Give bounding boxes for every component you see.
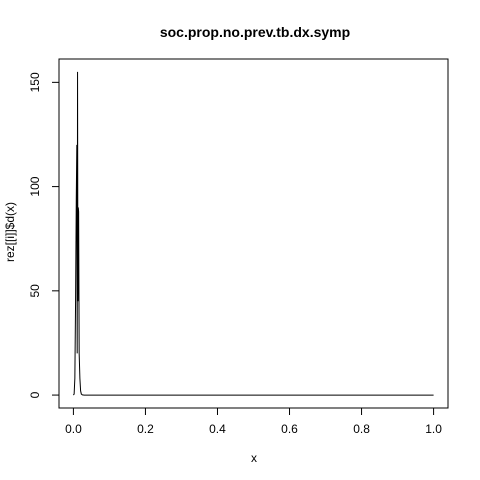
density-line <box>72 71 434 396</box>
plot-frame <box>58 58 449 409</box>
y-tick-label: 0 <box>28 391 42 398</box>
y-tick-label: 150 <box>28 72 42 92</box>
y-axis: 0 50 100 150 <box>28 72 60 398</box>
y-tick-label: 100 <box>28 176 42 196</box>
x-tick-label: 0.6 <box>281 422 298 436</box>
x-tick-label: 0.0 <box>65 422 82 436</box>
x-tick-label: 0.8 <box>353 422 370 436</box>
x-tick-label: 1.0 <box>425 422 442 436</box>
x-tick-label: 0.2 <box>137 422 154 436</box>
x-axis: 0.0 0.2 0.4 0.6 0.8 1.0 <box>65 407 442 436</box>
y-axis-label: rez[[i]]$d(x) <box>3 202 17 262</box>
chart-title: soc.prop.no.prev.tb.dx.symp <box>160 24 350 40</box>
x-axis-label: x <box>251 451 257 465</box>
x-tick-label: 0.4 <box>209 422 226 436</box>
y-tick-label: 50 <box>28 284 42 298</box>
series-layer <box>72 71 434 396</box>
